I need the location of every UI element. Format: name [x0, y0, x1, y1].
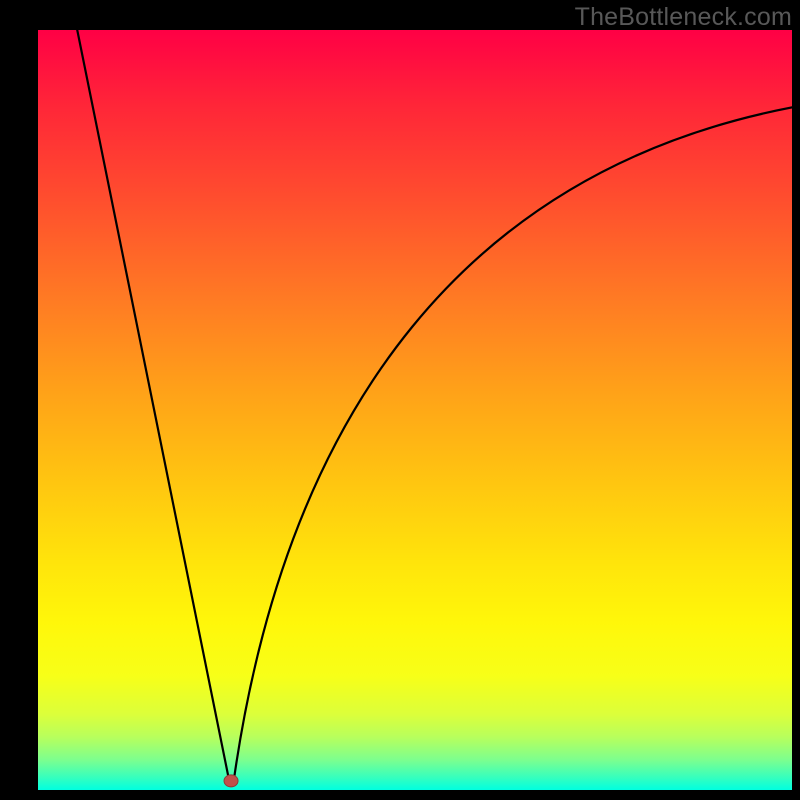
minimum-marker [224, 775, 238, 787]
plot-area [38, 30, 792, 790]
watermark-text: TheBottleneck.com [575, 3, 792, 32]
chart-root: TheBottleneck.com [0, 0, 800, 800]
plot-svg [38, 30, 792, 790]
gradient-background [38, 30, 792, 790]
